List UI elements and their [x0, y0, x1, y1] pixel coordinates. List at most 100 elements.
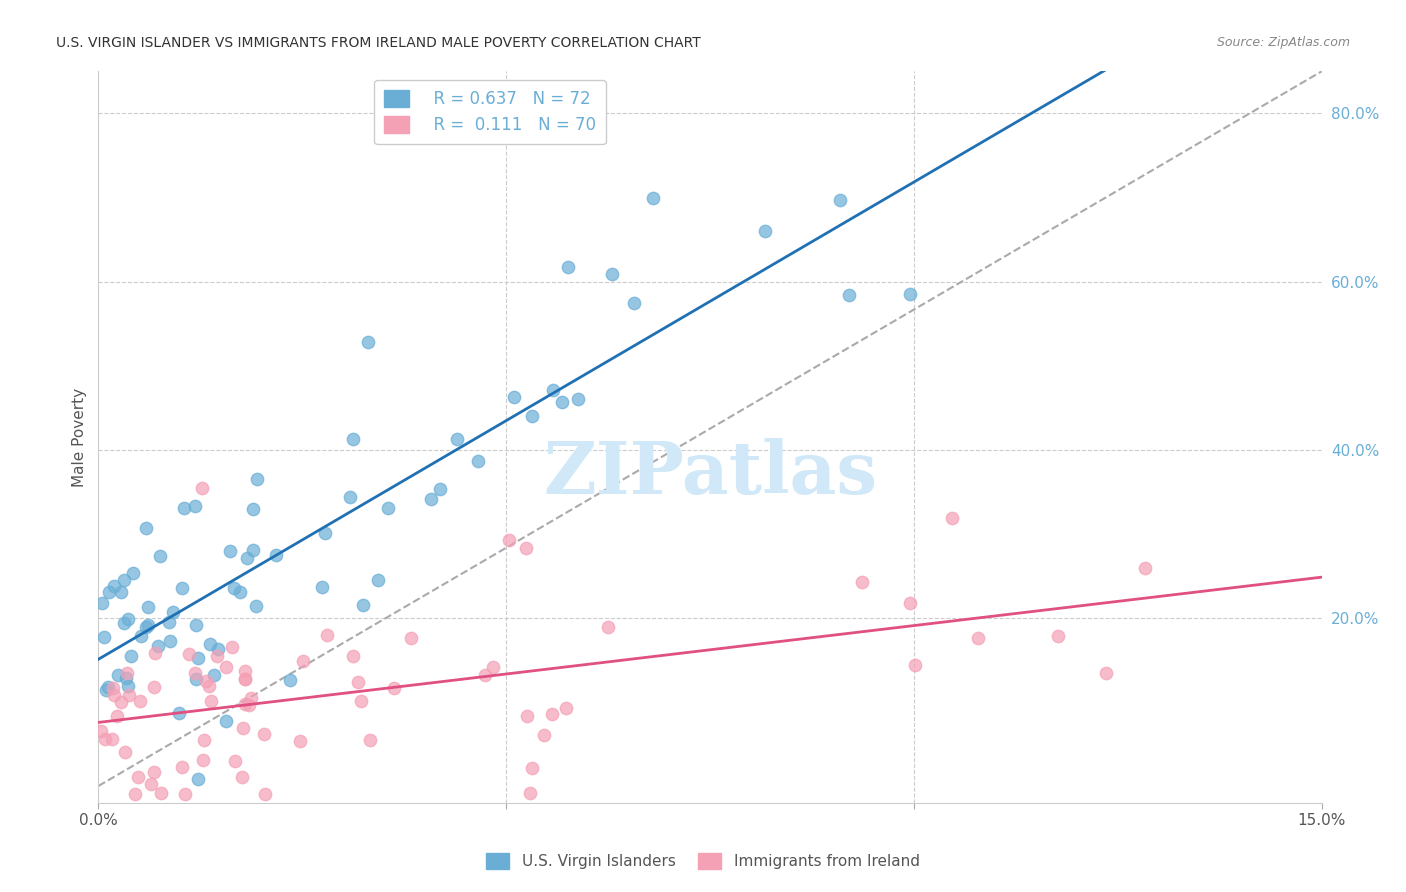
Point: [221, 640, 243, 654]
Point: [124, 788, 146, 802]
Point: [143, 765, 166, 780]
Point: [232, 721, 254, 735]
Text: U.S. VIRGIN ISLANDER VS IMMIGRANTS FROM IRELAND MALE POVERTY CORRELATION CHART: U.S. VIRGIN ISLANDER VS IMMIGRANTS FROM …: [56, 36, 702, 50]
Point: [533, 729, 555, 743]
Point: [135, 521, 157, 535]
Point: [170, 759, 193, 773]
Point: [115, 671, 138, 685]
Point: [173, 500, 195, 515]
Point: [195, 673, 218, 688]
Point: [482, 660, 505, 674]
Point: [129, 694, 152, 708]
Point: [503, 390, 526, 404]
Point: [112, 573, 135, 587]
Point: [97, 680, 120, 694]
Point: [115, 666, 138, 681]
Point: [516, 709, 538, 723]
Point: [311, 580, 333, 594]
Point: [110, 584, 132, 599]
Point: [235, 551, 257, 566]
Point: [120, 649, 142, 664]
Point: [103, 579, 125, 593]
Point: [519, 786, 541, 800]
Text: ZIPatlas: ZIPatlas: [543, 438, 877, 509]
Point: [224, 754, 246, 768]
Point: [600, 268, 623, 282]
Point: [498, 533, 520, 548]
Point: [339, 490, 361, 504]
Point: [118, 688, 141, 702]
Point: [280, 673, 302, 687]
Point: [142, 680, 165, 694]
Point: [214, 659, 236, 673]
Point: [159, 634, 181, 648]
Point: [1094, 666, 1116, 681]
Point: [173, 788, 195, 802]
Point: [242, 543, 264, 558]
Point: [186, 672, 208, 686]
Point: [342, 648, 364, 663]
Point: [359, 733, 381, 747]
Point: [228, 585, 250, 599]
Point: [828, 193, 851, 207]
Point: [350, 694, 373, 708]
Point: [117, 679, 139, 693]
Point: [184, 618, 207, 632]
Point: [184, 499, 207, 513]
Point: [264, 548, 287, 562]
Point: [105, 708, 128, 723]
Point: [543, 383, 565, 397]
Point: [202, 668, 225, 682]
Point: [146, 639, 169, 653]
Text: Source: ZipAtlas.com: Source: ZipAtlas.com: [1216, 36, 1350, 49]
Point: [898, 596, 921, 610]
Point: [314, 525, 336, 540]
Point: [557, 260, 579, 274]
Point: [191, 753, 214, 767]
Point: [112, 616, 135, 631]
Point: [94, 683, 117, 698]
Point: [554, 700, 576, 714]
Point: [233, 697, 256, 711]
Point: [446, 433, 468, 447]
Point: [101, 732, 124, 747]
Point: [541, 706, 564, 721]
Point: [233, 664, 256, 678]
Point: [148, 549, 170, 563]
Point: [851, 574, 873, 589]
Point: [145, 646, 167, 660]
Point: [904, 657, 927, 672]
Point: [187, 772, 209, 787]
Point: [467, 453, 489, 467]
Legend:   R = 0.637   N = 72,   R =  0.111   N = 70: R = 0.637 N = 72, R = 0.111 N = 70: [374, 79, 606, 145]
Point: [623, 296, 645, 310]
Point: [420, 492, 443, 507]
Point: [240, 691, 263, 706]
Point: [233, 672, 256, 686]
Point: [139, 777, 162, 791]
Point: [515, 541, 537, 555]
Y-axis label: Male Poverty: Male Poverty: [72, 387, 87, 487]
Point: [190, 481, 212, 495]
Point: [193, 733, 215, 747]
Point: [1135, 561, 1157, 575]
Point: [101, 681, 124, 696]
Point: [150, 786, 173, 800]
Point: [231, 770, 253, 784]
Point: [122, 566, 145, 580]
Point: [103, 688, 125, 702]
Point: [90, 724, 112, 739]
Point: [245, 599, 267, 614]
Point: [186, 651, 208, 665]
Point: [219, 543, 242, 558]
Point: [184, 666, 207, 681]
Point: [520, 761, 543, 775]
Point: [224, 581, 246, 595]
Point: [347, 675, 370, 690]
Point: [177, 647, 200, 661]
Point: [238, 698, 260, 712]
Point: [198, 679, 221, 693]
Point: [401, 632, 423, 646]
Point: [136, 600, 159, 615]
Point: [382, 681, 405, 695]
